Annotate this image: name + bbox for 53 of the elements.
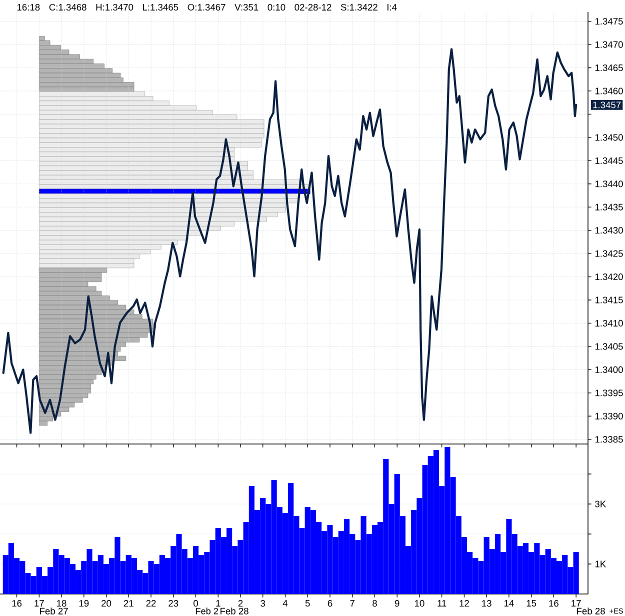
x-tick-label: 0 bbox=[194, 600, 198, 607]
x-tick-label: 9 bbox=[394, 600, 400, 607]
x-tick-label: 2 bbox=[238, 600, 243, 607]
x-tick-label: 10 bbox=[414, 600, 424, 607]
y-tick-label: 1.3445 bbox=[595, 157, 623, 164]
x-tick-label: 8 bbox=[372, 600, 377, 607]
x-tick-label: 16 bbox=[549, 600, 558, 607]
x-tick-label: 23 bbox=[168, 600, 178, 607]
x-tick-label: 4 bbox=[282, 600, 288, 606]
x-tick-label: 16 bbox=[12, 600, 22, 607]
y-tick-label: 1K bbox=[595, 560, 606, 568]
x-tick-label: 1 bbox=[216, 600, 220, 606]
y-tick-label: 1.3435 bbox=[595, 204, 623, 210]
x-tick-label: 6 bbox=[328, 600, 332, 607]
x-tick-label: 17 bbox=[34, 600, 44, 606]
x-tick-label: 19 bbox=[79, 600, 89, 607]
text: Feb 28 bbox=[577, 608, 605, 614]
y-tick-label: 1.3410 bbox=[595, 320, 623, 327]
x-tick-label: 3 bbox=[260, 600, 266, 607]
chart-title: 16:18 C:1.3468 H:1.3470 L:1.3465 O:1.3467 V:351 0:10 02-28-12 S:1.3422 I:4 bbox=[17, 4, 397, 11]
y-tick-label: 1.3460 bbox=[595, 88, 623, 94]
y-tick-label: 1.3420 bbox=[595, 273, 623, 280]
y-tick-label: 1.3465 bbox=[595, 64, 623, 72]
y-tick-label: 1.3440 bbox=[595, 180, 623, 188]
y-tick-label: 1.3405 bbox=[595, 343, 623, 350]
text: Feb 28 bbox=[220, 608, 248, 614]
text: Feb 2 bbox=[196, 608, 218, 614]
x-tick-label: 13 bbox=[482, 600, 492, 607]
x-tick-label: 11 bbox=[438, 600, 446, 606]
x-tick-label: 22 bbox=[146, 600, 156, 607]
y-tick-label: 3K bbox=[595, 500, 606, 508]
y-tick-label: 1.3425 bbox=[595, 250, 623, 257]
bar bbox=[38, 188, 310, 194]
x-tick-label: 21 bbox=[124, 600, 134, 607]
y-tick-label: 1.3475 bbox=[595, 18, 623, 25]
annotation: 1.3457 bbox=[593, 102, 621, 108]
y-tick-label: 1.3470 bbox=[595, 41, 623, 48]
y-tick-label: 1.3415 bbox=[595, 296, 623, 304]
y-tick-label: 1.3450 bbox=[595, 134, 623, 141]
x-tick-label: 18 bbox=[57, 600, 66, 607]
y-tick-label: 1.3430 bbox=[595, 227, 623, 234]
x-tick-label: 7 bbox=[350, 600, 354, 606]
x-tick-label: 12 bbox=[460, 600, 469, 607]
text: Feb 27 bbox=[40, 608, 68, 614]
y-tick-label: 1.3400 bbox=[595, 366, 623, 373]
x-tick-label: 5 bbox=[305, 600, 310, 607]
y-tick-label: 1.3395 bbox=[595, 390, 623, 396]
x-tick-label: 15 bbox=[526, 600, 536, 607]
x-tick-label: 17 bbox=[572, 600, 581, 606]
y-tick-label: 1.3390 bbox=[595, 412, 623, 420]
x-tick-label: 20 bbox=[102, 600, 112, 607]
x-tick-label: 14 bbox=[504, 600, 514, 606]
y-tick-label: 1.3385 bbox=[595, 436, 623, 443]
